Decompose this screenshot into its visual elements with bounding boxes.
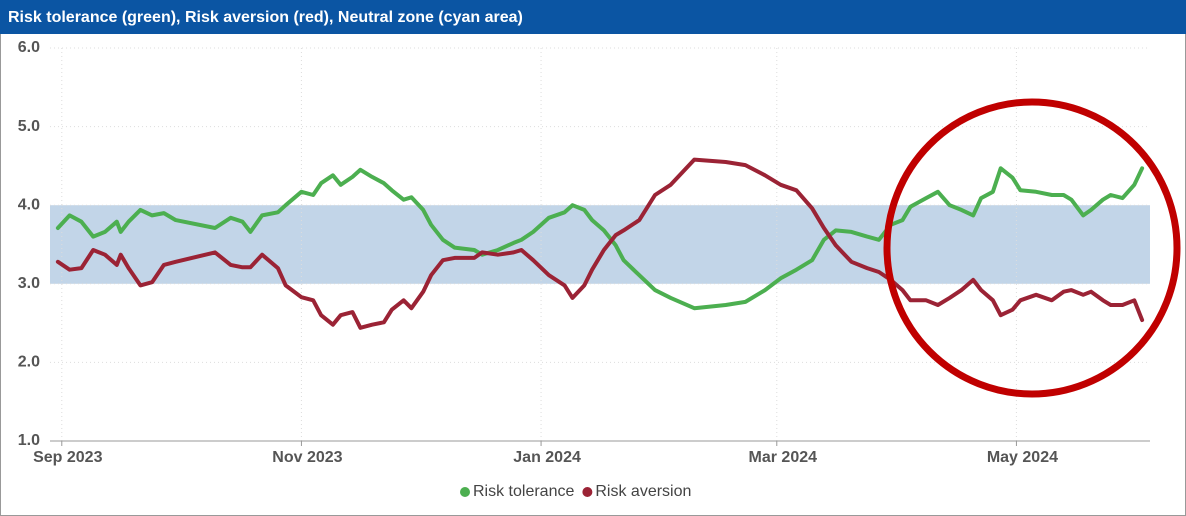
legend: Risk tolerance Risk aversion — [460, 483, 691, 500]
plot-area: 1.0 2.0 3.0 4.0 5.0 6.0 Sep 2023 Nov 2023 Jan 20… — [18, 39, 1150, 466]
x-tick-label: Nov 2023 — [272, 449, 342, 466]
y-tick-label: 5.0 — [18, 118, 40, 135]
highlight-circle — [883, 98, 1181, 398]
y-tick-label: 3.0 — [18, 275, 40, 292]
chart-title: Risk tolerance (green), Risk aversion (r… — [8, 9, 523, 26]
legend-label: Risk tolerance — [473, 483, 574, 500]
y-tick-label: 6.0 — [18, 39, 40, 56]
legend-marker — [582, 487, 593, 497]
y-tick-label: 1.0 — [18, 432, 40, 449]
series-line — [55, 157, 1145, 330]
x-tick-label: Jan 2024 — [513, 449, 581, 466]
legend-label: Risk aversion — [595, 483, 691, 500]
title-bar — [0, 0, 1186, 34]
x-tick-label: Mar 2024 — [749, 449, 818, 466]
legend-marker — [460, 487, 470, 497]
x-tick-label: May 2024 — [987, 449, 1058, 466]
y-tick-label: 2.0 — [18, 354, 40, 371]
x-tick-label: Sep 2023 — [33, 449, 102, 466]
y-tick-label: 4.0 — [18, 196, 40, 213]
series-line — [55, 166, 1145, 311]
neutral-zone — [50, 205, 1150, 284]
